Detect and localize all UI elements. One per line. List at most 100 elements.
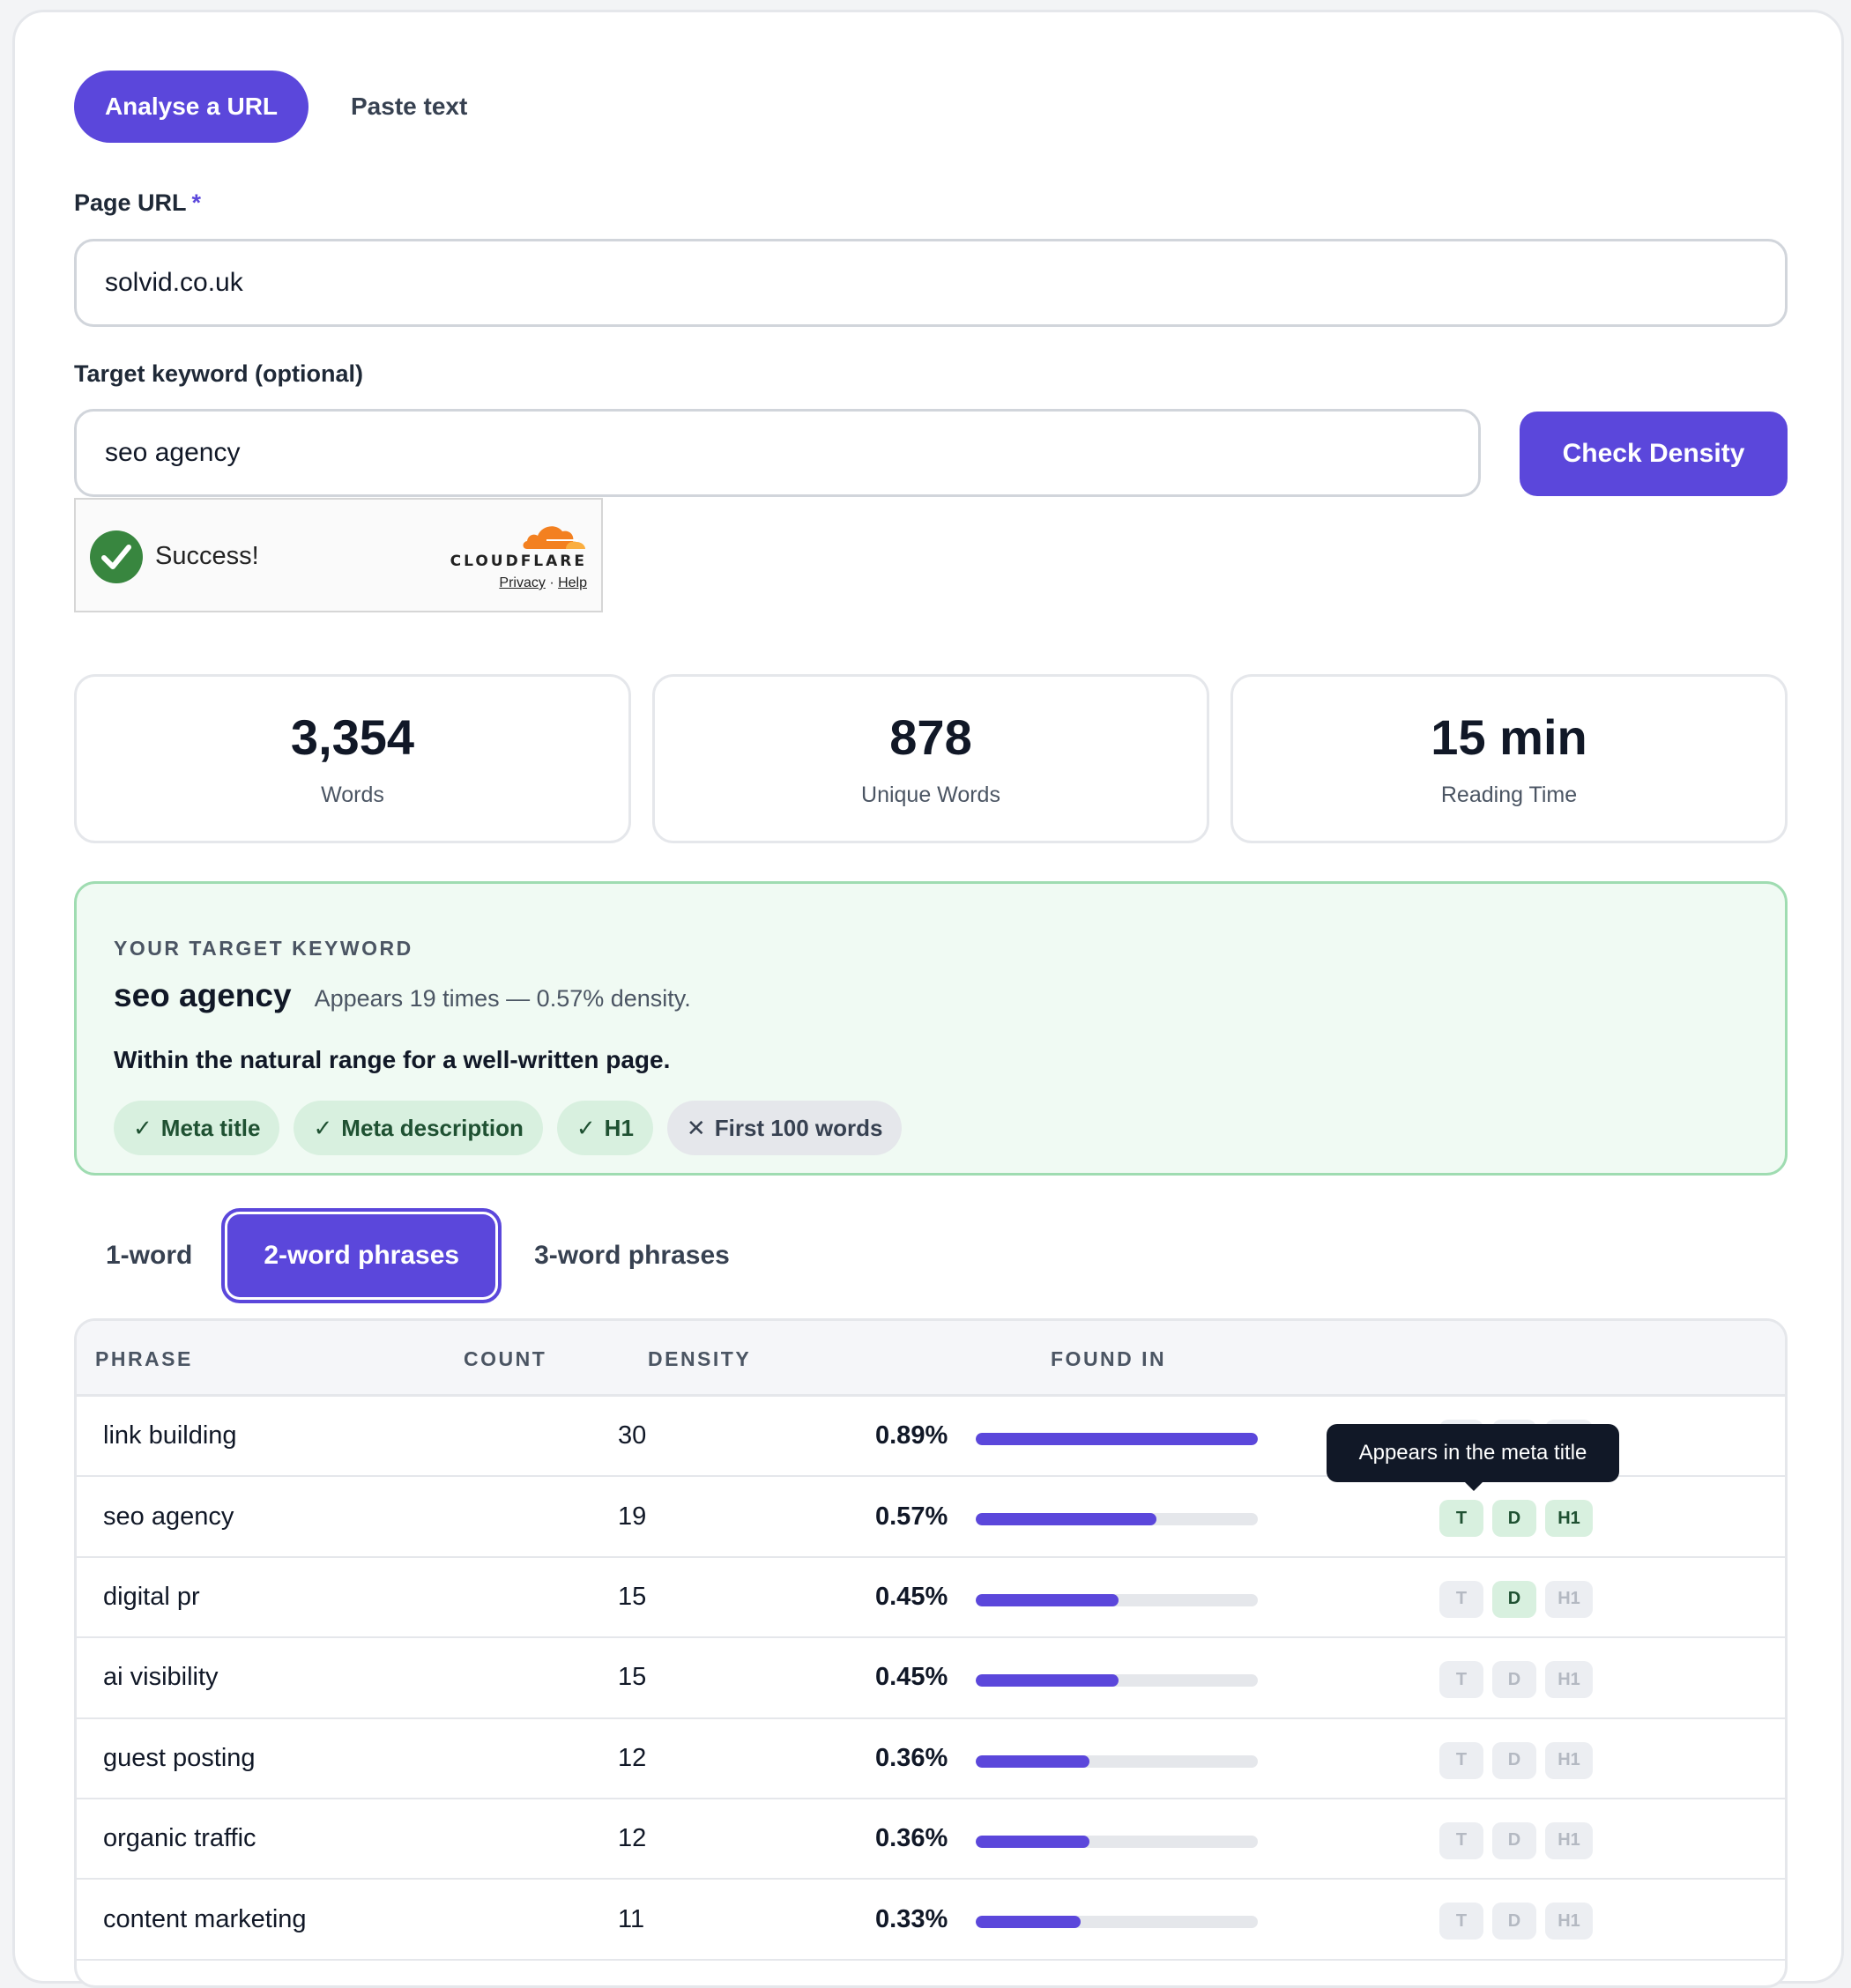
density-bar-fill (976, 1674, 1119, 1688)
row-density: 0.36% (875, 1743, 948, 1772)
check-pill-first-100-words: ✕ First 100 words (666, 1101, 903, 1155)
density-bar-fill (976, 1916, 1081, 1929)
check-icon: ✓ (313, 1114, 333, 1141)
density-bar (976, 1835, 1258, 1848)
check-icon: ✓ (576, 1114, 596, 1141)
row-density: 0.57% (875, 1502, 948, 1531)
row-density: 0.45% (875, 1582, 948, 1611)
title-tag[interactable]: T (1439, 1741, 1483, 1779)
captcha-privacy-link[interactable]: Privacy (499, 575, 546, 590)
target-keyword-label: Target keyword (optional) (74, 360, 364, 387)
row-phrase: digital pr (103, 1582, 200, 1611)
title-tag[interactable]: T (1439, 1500, 1483, 1538)
stat-value: 3,354 (290, 709, 415, 765)
density-bar (976, 1754, 1258, 1768)
table-row: content marketing 11 0.33% T D H1 (77, 1880, 1785, 1961)
target-keyword-note: Within the natural range for a well-writ… (114, 1046, 671, 1073)
h1-tag[interactable]: H1 (1545, 1741, 1593, 1779)
cloudflare-captcha-widget: Success! CLOUDFLARE Privacy · Help (74, 498, 603, 612)
title-tag[interactable]: T (1439, 1903, 1483, 1940)
tab-2-word-phrases[interactable]: 2-word phrases (221, 1208, 502, 1303)
table-header: PHRASE COUNT DENSITY FOUND IN (77, 1321, 1785, 1397)
density-bar (976, 1674, 1258, 1688)
row-phrase: ai visibility (103, 1663, 219, 1692)
phrase-length-tabs: 1-word 2-word phrases 3-word phrases (74, 1208, 765, 1303)
row-phrase: organic traffic (103, 1824, 256, 1853)
table-row: seo agency 19 0.57% T D H1 (77, 1477, 1785, 1558)
description-tag[interactable]: D (1492, 1661, 1536, 1699)
title-tag[interactable]: T (1439, 1661, 1483, 1699)
cloudflare-brand: CLOUDFLARE (450, 553, 587, 570)
tab-3-word-phrases[interactable]: 3-word phrases (534, 1241, 730, 1270)
cross-icon: ✕ (686, 1114, 706, 1141)
check-label: Meta description (341, 1114, 524, 1141)
density-bar-fill (976, 1754, 1090, 1768)
table-row: digital pr 15 0.45% T D H1 (77, 1558, 1785, 1639)
tooltip-arrow (1464, 1481, 1483, 1491)
page-url-input[interactable]: solvid.co.uk (74, 239, 1788, 327)
check-density-button[interactable]: Check Density (1520, 412, 1788, 496)
page-url-label-text: Page URL (74, 189, 187, 216)
table-row: ai visibility 15 0.45% T D H1 (77, 1638, 1785, 1719)
check-label: H1 (604, 1114, 634, 1141)
h1-tag[interactable]: H1 (1545, 1661, 1593, 1699)
target-keyword-summary: seo agency Appears 19 times — 0.57% dens… (114, 977, 691, 1014)
description-tag[interactable]: D (1492, 1741, 1536, 1779)
tab-1-word[interactable]: 1-word (106, 1241, 193, 1270)
tooltip-text: Appears in the meta title (1358, 1441, 1587, 1465)
stat-unique-words: 878 Unique Words (652, 674, 1209, 843)
description-tag[interactable]: D (1492, 1500, 1536, 1538)
cloudflare-cloud-icon (523, 526, 585, 549)
h1-tag[interactable]: H1 (1545, 1500, 1593, 1538)
row-phrase: content marketing (103, 1904, 307, 1933)
density-bar-fill (976, 1513, 1156, 1526)
header-count[interactable]: COUNT (464, 1347, 547, 1370)
captcha-link-separator: · (549, 575, 554, 590)
h1-tag[interactable]: H1 (1545, 1903, 1593, 1940)
target-keyword-heading: YOUR TARGET KEYWORD (114, 937, 413, 960)
table-row: organic traffic 12 0.36% T D H1 (77, 1799, 1785, 1880)
success-check-icon (90, 530, 143, 583)
tooltip: Appears in the meta title (1327, 1424, 1619, 1491)
page-url-value: solvid.co.uk (105, 268, 243, 297)
target-keyword-input[interactable]: seo agency (74, 409, 1481, 497)
phrase-table: PHRASE COUNT DENSITY FOUND IN link build… (74, 1318, 1788, 1988)
row-count: 11 (618, 1904, 645, 1933)
mode-tabs: Analyse a URL Paste text (74, 70, 467, 143)
h1-tag[interactable]: H1 (1545, 1821, 1593, 1859)
row-density: 0.36% (875, 1824, 948, 1853)
row-count: 15 (618, 1663, 647, 1692)
h1-tag[interactable]: H1 (1545, 1580, 1593, 1618)
stat-value: 15 min (1431, 709, 1587, 765)
check-label: First 100 words (714, 1114, 883, 1141)
title-tag[interactable]: T (1439, 1821, 1483, 1859)
description-tag[interactable]: D (1492, 1903, 1536, 1940)
captcha-help-link[interactable]: Help (558, 575, 587, 590)
required-marker: * (191, 189, 202, 216)
check-pill-h1: ✓ H1 (556, 1101, 653, 1155)
table-row: guest posting 12 0.36% T D H1 (77, 1719, 1785, 1799)
density-bar-fill (976, 1433, 1258, 1445)
target-keyword-stats: Appears 19 times — 0.57% density. (314, 985, 691, 1012)
keyword-density-card: Analyse a URL Paste text Page URL * solvi… (12, 10, 1844, 1988)
header-density[interactable]: DENSITY (648, 1347, 752, 1370)
density-bar-fill (976, 1593, 1119, 1606)
check-pill-meta-description: ✓ Meta description (294, 1101, 543, 1155)
title-tag[interactable]: T (1439, 1580, 1483, 1618)
stat-caption: Unique Words (861, 783, 1000, 807)
target-keyword-value: seo agency (105, 438, 241, 467)
tab-paste-text[interactable]: Paste text (351, 93, 468, 120)
density-bar (976, 1916, 1258, 1929)
target-keyword-panel: YOUR TARGET KEYWORD seo agency Appears 1… (74, 881, 1788, 1176)
row-count: 19 (618, 1502, 647, 1531)
tab-analyse-url[interactable]: Analyse a URL (74, 70, 308, 143)
description-tag[interactable]: D (1492, 1580, 1536, 1618)
header-phrase[interactable]: PHRASE (95, 1347, 193, 1370)
row-phrase: guest posting (103, 1743, 256, 1772)
description-tag[interactable]: D (1492, 1821, 1536, 1859)
header-found-in: FOUND IN (1051, 1347, 1167, 1370)
